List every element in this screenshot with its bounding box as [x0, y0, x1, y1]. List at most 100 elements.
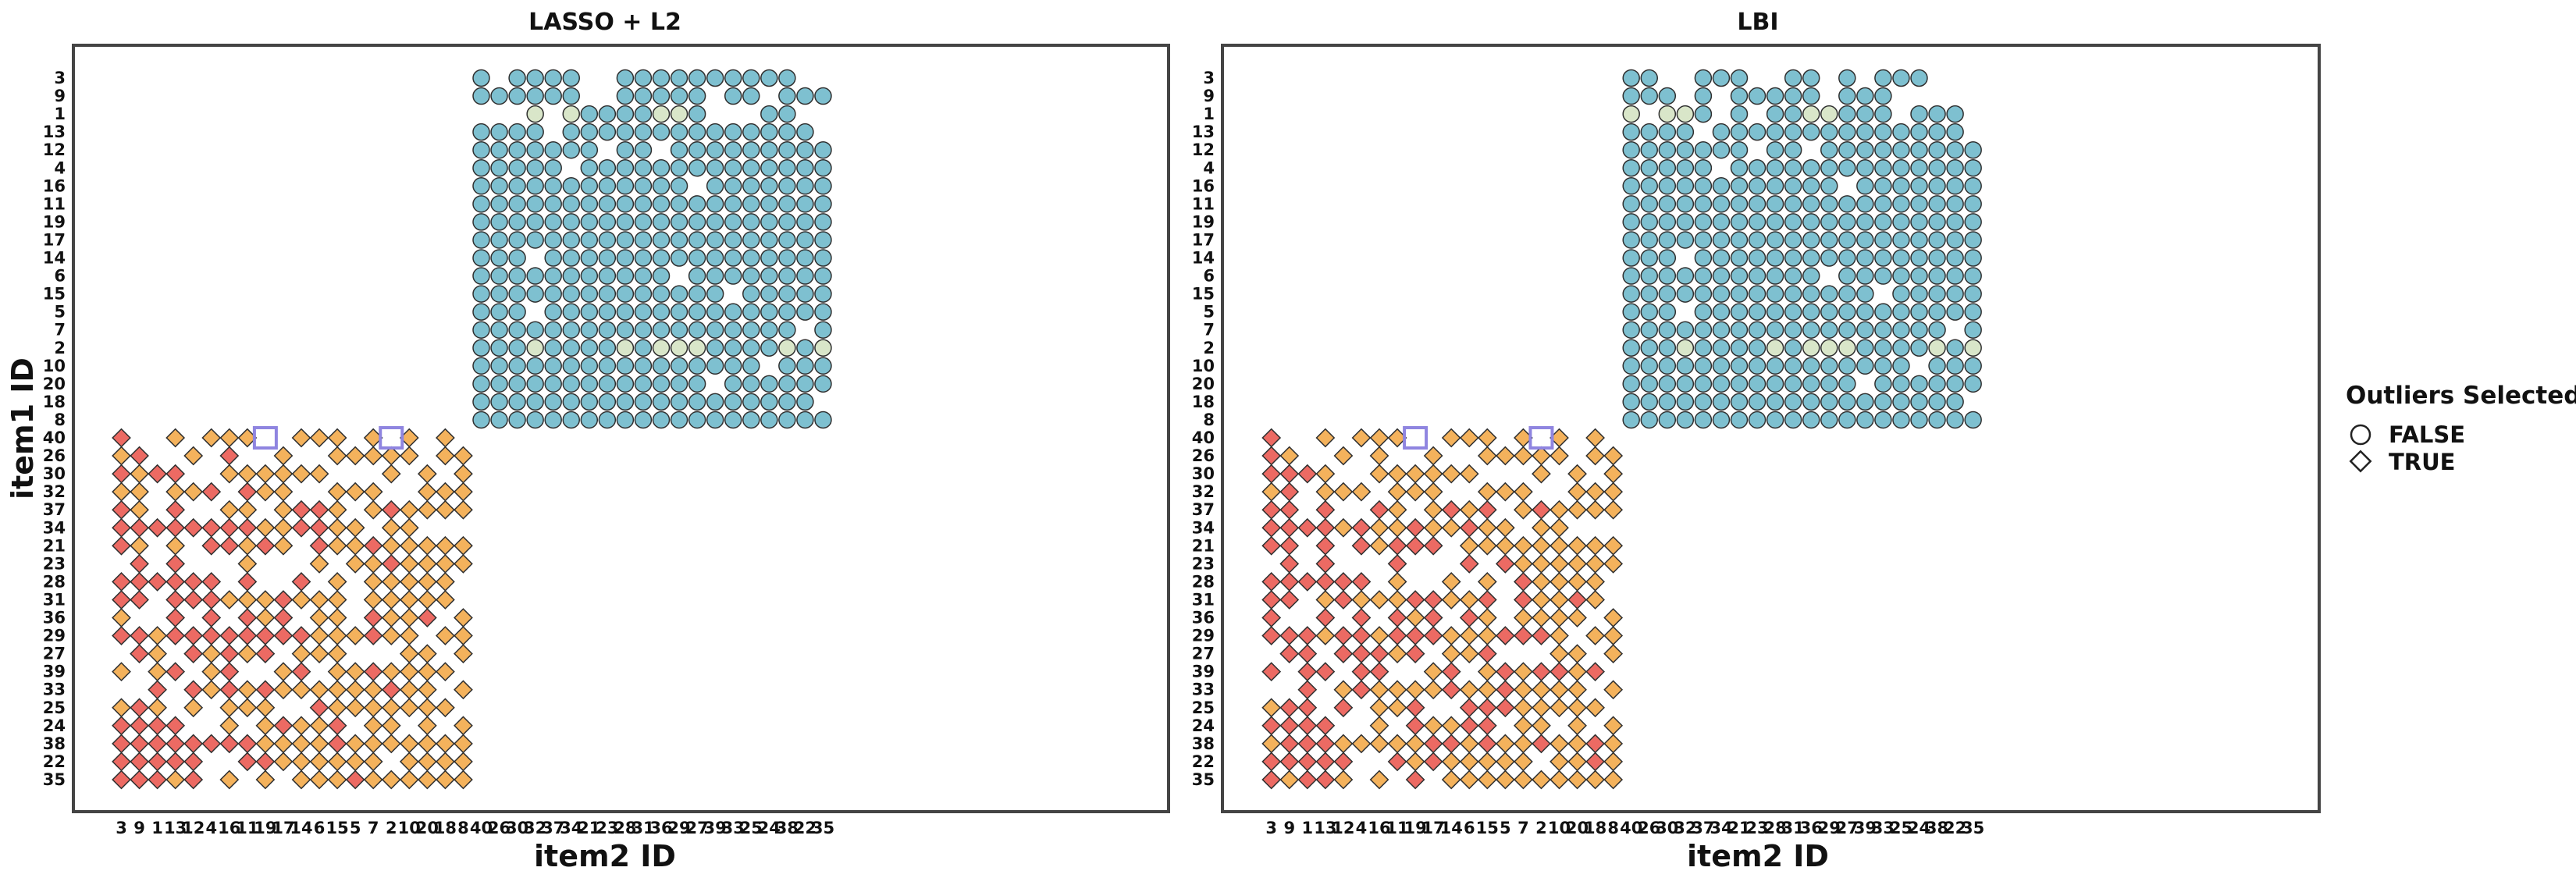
point-true — [399, 644, 419, 663]
point-false — [1694, 321, 1713, 339]
point-false — [508, 69, 526, 87]
y-tick-label: 8 — [54, 411, 66, 429]
y-tick-label: 12 — [43, 140, 66, 159]
point-true — [255, 482, 276, 502]
point-true — [1495, 535, 1515, 556]
point-true — [1369, 716, 1389, 736]
x-tick-label: 13 — [164, 819, 187, 837]
y-tick-label: 6 — [54, 267, 66, 286]
point-false — [1676, 321, 1695, 339]
point-false — [1802, 267, 1820, 285]
point-false — [706, 195, 724, 213]
point-true — [1297, 662, 1318, 682]
point-false — [1730, 87, 1749, 105]
point-false — [526, 285, 544, 303]
point-true — [345, 482, 365, 502]
point-false — [670, 231, 688, 249]
point-false — [1928, 105, 1946, 123]
point-true — [1585, 446, 1605, 466]
point-false — [616, 231, 635, 249]
point-false — [1820, 357, 1838, 375]
point-false — [1694, 267, 1713, 285]
point-true — [1532, 662, 1551, 682]
point-false — [508, 177, 526, 195]
point-false — [652, 249, 671, 267]
point-true — [1333, 698, 1354, 718]
point-true — [309, 553, 329, 574]
point-false — [472, 159, 490, 177]
point-false — [1748, 375, 1767, 393]
point-false — [598, 159, 617, 177]
point-false — [742, 339, 760, 357]
point-false — [1838, 393, 1856, 411]
point-false — [1730, 339, 1749, 357]
point-false — [1928, 339, 1946, 357]
point-false — [1748, 159, 1767, 177]
point-false — [778, 285, 796, 303]
x-tick-label: 18 — [1584, 819, 1606, 837]
point-true — [112, 752, 131, 772]
point-false — [598, 249, 617, 267]
point-true — [1387, 752, 1407, 772]
y-tick-label: 40 — [1192, 428, 1215, 447]
point-true — [112, 572, 131, 592]
x-tick-label: 4 — [1356, 819, 1368, 837]
point-false — [1964, 357, 1982, 375]
point-false — [526, 105, 544, 123]
point-false — [1838, 303, 1856, 321]
point-false — [508, 267, 526, 285]
point-true — [165, 608, 186, 627]
point-false — [562, 357, 580, 375]
point-false — [1640, 393, 1658, 411]
point-false — [562, 303, 580, 321]
point-false — [544, 213, 562, 231]
point-false — [724, 195, 742, 213]
point-false — [1910, 249, 1928, 267]
point-true — [327, 482, 347, 502]
point-false — [1766, 249, 1784, 267]
point-true — [327, 644, 347, 663]
point-true — [454, 608, 473, 627]
point-true — [291, 517, 311, 538]
point-true — [1261, 770, 1282, 790]
point-false — [1784, 339, 1802, 357]
point-true — [1261, 590, 1282, 610]
point-true — [1495, 482, 1515, 502]
point-true — [381, 626, 401, 645]
x-tick-label: 15 — [1476, 819, 1499, 837]
point-false — [1640, 303, 1658, 321]
point-false — [1964, 213, 1982, 231]
point-true — [1387, 517, 1407, 538]
point-false — [760, 195, 778, 213]
point-true — [1441, 644, 1461, 663]
y-tick-label: 6 — [1203, 267, 1215, 286]
y-tick-label: 2 — [1203, 339, 1215, 357]
point-false — [1874, 140, 1892, 159]
point-true — [1495, 770, 1515, 790]
point-false — [652, 195, 671, 213]
highlight-box — [1528, 426, 1554, 450]
point-true — [1405, 770, 1425, 790]
y-tick-label: 39 — [43, 663, 66, 681]
point-false — [616, 249, 635, 267]
point-false — [1748, 285, 1767, 303]
y-tick-label: 3 — [1203, 69, 1215, 87]
y-tick-label: 15 — [1192, 285, 1215, 304]
point-true — [201, 680, 222, 700]
point-false — [742, 357, 760, 375]
point-false — [1640, 231, 1658, 249]
point-true — [1459, 428, 1479, 448]
point-true — [1477, 482, 1497, 502]
point-false — [1856, 213, 1874, 231]
point-false — [1784, 321, 1802, 339]
point-false — [742, 267, 760, 285]
point-true — [291, 716, 311, 736]
point-false — [742, 231, 760, 249]
point-true — [1567, 698, 1587, 718]
point-true — [399, 517, 419, 538]
point-true — [1532, 770, 1551, 790]
point-true — [1369, 446, 1389, 466]
point-false — [1856, 105, 1874, 123]
point-true — [454, 535, 473, 556]
point-true — [1315, 662, 1336, 682]
